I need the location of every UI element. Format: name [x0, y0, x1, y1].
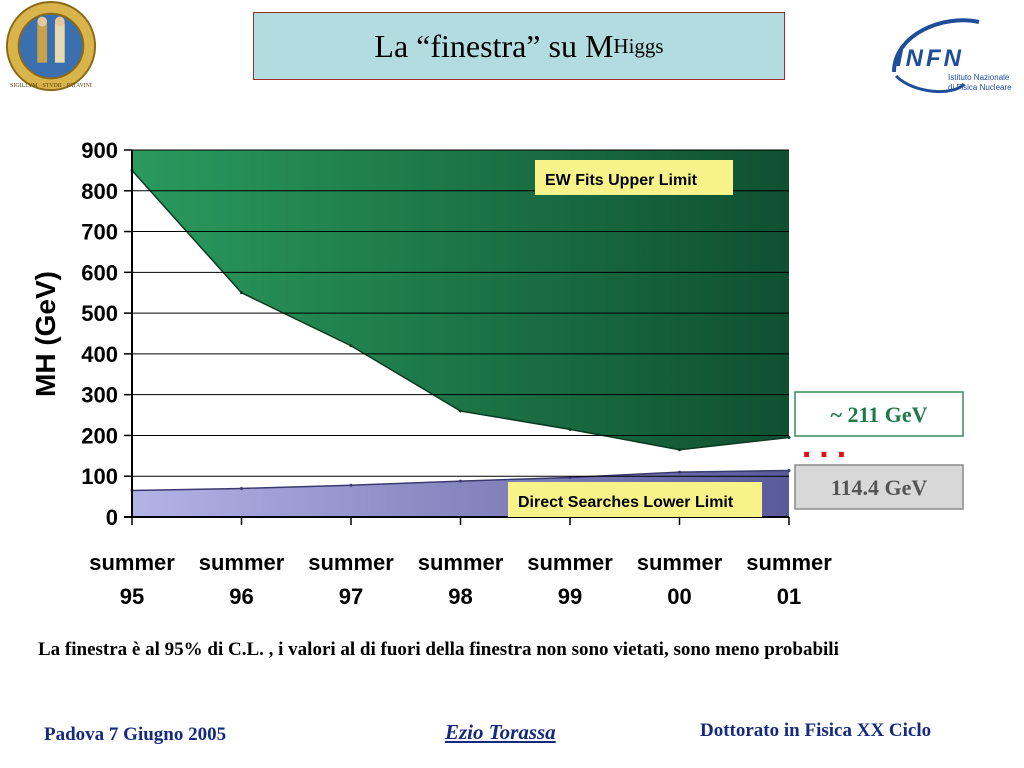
- x-tick-label-line1-4: summer: [527, 550, 613, 575]
- upper-point-4: [568, 427, 572, 431]
- red-dots: ...: [802, 427, 854, 465]
- y-tick-label-400: 400: [81, 342, 118, 367]
- y-tick-label-900: 900: [81, 138, 118, 163]
- y-tick-label-300: 300: [81, 383, 118, 408]
- lower-point-6: [787, 469, 791, 473]
- y-tick-label-800: 800: [81, 179, 118, 204]
- upper-point-6: [787, 435, 791, 439]
- y-tick-label-100: 100: [81, 464, 118, 489]
- infn-logo: INFN Istituto Nazionale di Fisica Nuclea…: [892, 18, 1012, 94]
- infn-logo-sub2: di Fisica Nucleare: [948, 83, 1012, 92]
- lower-limit-callout: 114.4 GeV: [794, 464, 964, 510]
- lower-limit-callout-text: 114.4 GeV: [831, 475, 928, 500]
- y-tick-label-600: 600: [81, 260, 118, 285]
- y-axis-label: MH (GeV): [30, 271, 61, 397]
- lower-point-1: [240, 486, 243, 490]
- x-tick-label-line1-0: summer: [89, 550, 175, 575]
- slide-title-main: La “finestra” su M: [374, 27, 614, 64]
- plot-area: [130, 150, 791, 517]
- lower-series-label-text: Direct Searches Lower Limit: [518, 494, 734, 511]
- upper-point-2: [349, 344, 353, 348]
- upper-point-5: [678, 448, 681, 452]
- footer-date-place: Padova 7 Giugno 2005: [44, 724, 227, 745]
- upper-series-label: EW Fits Upper Limit: [535, 160, 733, 195]
- y-tick-label-200: 200: [81, 423, 118, 448]
- x-tick-label-line1-3: summer: [418, 550, 504, 575]
- lower-series-label: Direct Searches Lower Limit: [508, 482, 762, 517]
- infn-logo-text: INFN: [896, 45, 964, 72]
- slide-title: La “finestra” su M Higgs: [253, 12, 785, 80]
- x-tick-label-line2-1: 96: [229, 584, 253, 609]
- lower-point-5: [678, 470, 681, 474]
- upper-series-label-text: EW Fits Upper Limit: [545, 172, 698, 189]
- upper-point-1: [240, 291, 243, 295]
- slide-title-subscript: Higgs: [613, 33, 664, 58]
- y-tick-label-0: 0: [106, 505, 118, 530]
- upper-limit-callout: ~ 211 GeV: [794, 391, 964, 437]
- seal-text: SIGILLVM · STVDII · PATAVINI: [10, 83, 92, 89]
- university-seal-logo: SIGILLVM · STVDII · PATAVINI: [5, 0, 97, 92]
- x-tick-label-line2-0: 95: [120, 584, 144, 609]
- lower-point-3: [459, 479, 462, 483]
- footer-author: Ezio Torassa: [445, 720, 556, 744]
- slide-caption: La finestra è al 95% di C.L. , i valori …: [38, 639, 839, 660]
- upper-limit-callout-text: ~ 211 GeV: [831, 402, 928, 427]
- x-tick-label-line2-2: 97: [339, 584, 363, 609]
- upper-point-3: [459, 409, 462, 413]
- x-tick-label-line2-3: 98: [448, 584, 472, 609]
- infn-logo-sub1: Istituto Nazionale: [948, 73, 1010, 82]
- gridlines: [132, 149, 789, 477]
- x-tick-label-line2-6: 01: [777, 584, 801, 609]
- x-tick-labels: summer 95 summer 96 summer 97 summer 98 summer 99…: [89, 550, 832, 609]
- footer-program: Dottorato in Fisica XX Ciclo: [700, 720, 932, 741]
- lower-point-2: [349, 483, 353, 487]
- upper-limit-area: [132, 150, 789, 450]
- x-tick-label-line1-6: summer: [746, 550, 832, 575]
- y-tick-label-700: 700: [81, 220, 118, 245]
- y-tick-label-500: 500: [81, 301, 118, 326]
- x-tick-label-line2-5: 00: [667, 584, 691, 609]
- y-tick-labels: 0 100 200 300 400 500 600 700 800 900: [81, 138, 118, 530]
- x-tick-label-line1-1: summer: [199, 550, 285, 575]
- x-tick-label-line1-5: summer: [637, 550, 723, 575]
- x-tick-label-line2-4: 99: [558, 584, 582, 609]
- x-tick-label-line1-2: summer: [308, 550, 394, 575]
